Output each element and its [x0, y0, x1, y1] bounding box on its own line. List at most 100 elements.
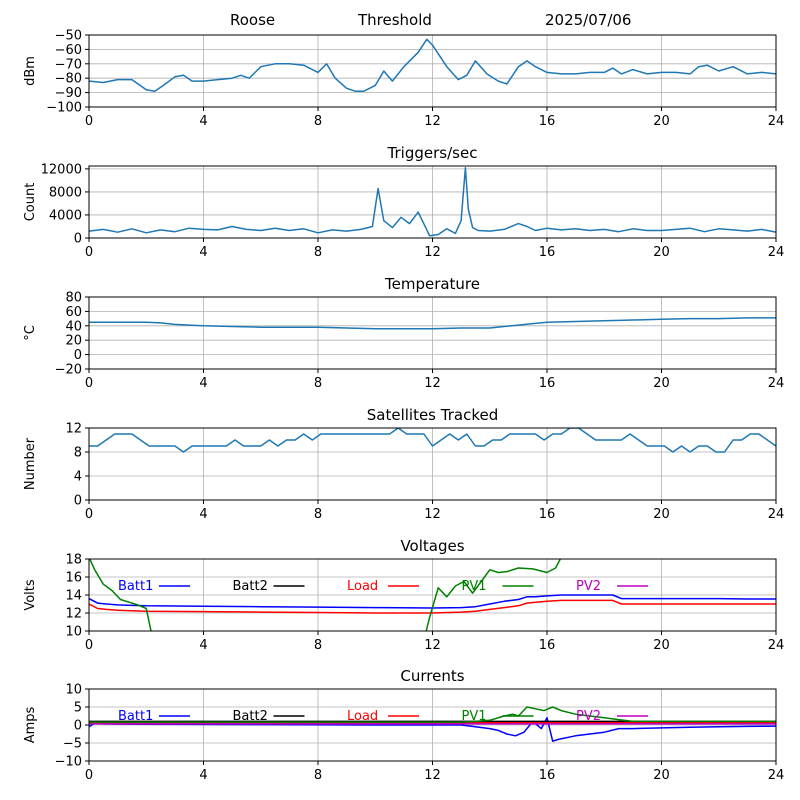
x-tick-label: 16 [539, 768, 556, 783]
legend-label-batt2: Batt2 [233, 709, 268, 724]
y-tick-label: −80 [55, 72, 82, 87]
y-tick-label: 12 [65, 607, 82, 622]
y-tick-label: 10 [65, 625, 82, 640]
y-tick-label: 4000 [49, 208, 82, 223]
x-tick-label: 12 [424, 376, 441, 391]
x-tick-label: 16 [539, 245, 556, 260]
y-tick-label: 8 [74, 446, 82, 461]
x-tick-label: 8 [314, 376, 322, 391]
x-tick-label: 20 [653, 245, 670, 260]
y-tick-label: 18 [65, 553, 82, 568]
x-tick-label: 0 [85, 114, 93, 129]
x-tick-label: 8 [314, 114, 322, 129]
panel-1: 0 4 8 12 16 20 24 0 4000 8000 12000 Triggers/sec Cou… [23, 144, 784, 260]
y-tick-label: 16 [65, 571, 82, 586]
y-tick-label: 0 [74, 232, 82, 247]
panel-title: Currents [400, 667, 464, 685]
y-tick-label: −90 [55, 86, 82, 101]
series-line-pv1 [89, 706, 776, 723]
x-tick-label: 4 [199, 245, 207, 260]
x-tick-label: 16 [539, 114, 556, 129]
y-tick-label: 0 [74, 494, 82, 509]
x-tick-label: 24 [768, 114, 785, 129]
x-tick-label: 16 [539, 507, 556, 522]
x-tick-label: 0 [85, 376, 93, 391]
y-tick-label: 80 [65, 291, 82, 306]
x-tick-label: 8 [314, 245, 322, 260]
y-tick-label: 10 [65, 683, 82, 698]
x-tick-label: 0 [85, 768, 93, 783]
legend-label-batt1: Batt1 [118, 579, 153, 594]
y-tick-label: 5 [74, 701, 82, 716]
x-tick-label: 4 [199, 507, 207, 522]
panel-title: Triggers/sec [387, 144, 478, 162]
y-tick-label: −60 [55, 43, 82, 58]
x-tick-label: 12 [424, 245, 441, 260]
y-tick-label: −100 [46, 101, 82, 116]
report-date: 2025/07/06 [545, 11, 632, 29]
x-tick-label: 24 [768, 507, 785, 522]
station-name: Roose [230, 11, 276, 29]
x-tick-label: 4 [199, 114, 207, 129]
x-tick-label: 12 [424, 507, 441, 522]
y-axis-label: dBm [23, 56, 38, 86]
x-tick-label: 16 [539, 376, 556, 391]
x-tick-label: 20 [653, 507, 670, 522]
series-line-batt1 [89, 717, 776, 742]
legend-label-load: Load [347, 709, 378, 724]
trigger-mode: Threshold [358, 11, 432, 29]
y-tick-label: 20 [65, 334, 82, 349]
panel-3: 0 4 8 12 16 20 24 0 4 8 12 Satellites Tracked Number [23, 406, 784, 522]
y-tick-label: −50 [55, 29, 82, 44]
y-tick-label: 8000 [49, 185, 82, 200]
x-tick-label: 12 [424, 638, 441, 653]
x-tick-label: 4 [199, 768, 207, 783]
series-line-0 [89, 38, 776, 92]
legend-label-load: Load [347, 579, 378, 594]
y-axis-label: Amps [23, 706, 38, 743]
x-tick-label: 12 [424, 114, 441, 129]
series-line-0 [89, 428, 776, 453]
y-axis-label: Volts [23, 579, 38, 611]
series-line-0 [89, 317, 776, 330]
x-tick-label: 20 [653, 638, 670, 653]
panel-0: 0 4 8 12 16 20 24 −100−90−80−70−60−50 dBm [23, 29, 784, 130]
y-tick-label: −70 [55, 57, 82, 72]
y-tick-label: 12 [65, 422, 82, 437]
y-tick-label: 0 [74, 719, 82, 734]
series-line-load [89, 599, 776, 614]
x-tick-label: 24 [768, 768, 785, 783]
series-line-pv1 [89, 559, 562, 631]
panel-4: 0 4 8 12 16 20 24 10 12 14 16 18 Voltages Volts Batt1 B… [23, 537, 784, 653]
panel-title: Satellites Tracked [367, 406, 498, 424]
y-tick-label: −5 [63, 737, 82, 752]
panel-title: Temperature [384, 275, 480, 293]
legend-label-pv1: PV1 [462, 579, 487, 594]
y-tick-label: 4 [74, 470, 82, 485]
y-axis-label: °C [23, 325, 38, 341]
x-tick-label: 16 [539, 638, 556, 653]
panel-5: 0 4 8 12 16 20 24 −10 −5 0 5 10 Currents Amps Batt1 Bat… [23, 667, 784, 783]
y-axis-label: Number [23, 437, 38, 490]
y-tick-label: 60 [65, 305, 82, 320]
x-tick-label: 0 [85, 507, 93, 522]
y-tick-label: −10 [55, 755, 82, 770]
y-tick-label: 40 [65, 319, 82, 334]
y-tick-label: 12000 [41, 162, 82, 177]
x-tick-label: 24 [768, 245, 785, 260]
x-tick-label: 8 [314, 507, 322, 522]
legend-label-pv1: PV1 [462, 709, 487, 724]
x-tick-label: 24 [768, 638, 785, 653]
panel-title: Voltages [400, 537, 464, 555]
x-tick-label: 24 [768, 376, 785, 391]
y-axis-label: Count [23, 183, 38, 222]
legend-label-batt2: Batt2 [233, 579, 268, 594]
x-tick-label: 8 [314, 768, 322, 783]
x-tick-label: 20 [653, 768, 670, 783]
y-tick-label: −20 [55, 363, 82, 378]
x-tick-label: 4 [199, 638, 207, 653]
legend-label-pv2: PV2 [576, 709, 601, 724]
y-tick-label: 14 [65, 589, 82, 604]
